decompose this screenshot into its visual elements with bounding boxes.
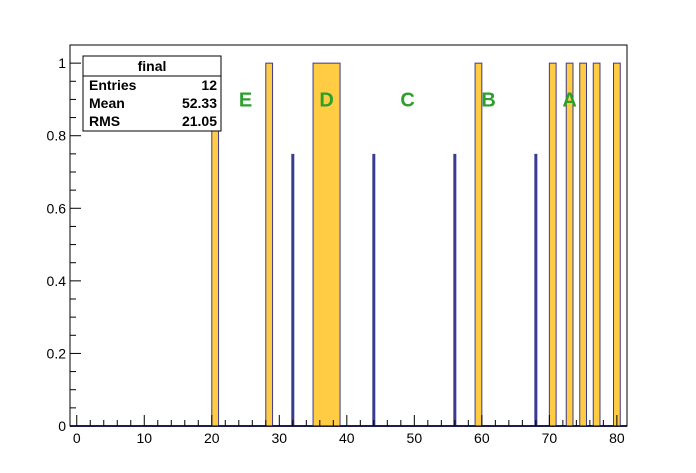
histogram-bar-7 bbox=[592, 62, 601, 427]
axes: 0 10 20 30 40 50 60 70 80 0 0.2 0.4 0.6 0.8 1 bbox=[47, 55, 625, 446]
x-tick-label-6: 60 bbox=[474, 430, 490, 446]
y-tick-label-0: 0 bbox=[58, 418, 66, 434]
stats-box: final Entries 12 Mean 52.33 RMS 21.05 bbox=[82, 55, 222, 132]
annotation-label-b: B bbox=[481, 90, 495, 112]
stats-mean-label: Mean bbox=[89, 95, 125, 111]
x-tick-label-0: 0 bbox=[73, 430, 81, 446]
stats-entries-value: 12 bbox=[201, 77, 217, 93]
plot-frame bbox=[69, 44, 628, 427]
x-tick-label-8: 80 bbox=[609, 430, 625, 446]
histogram-bar-6 bbox=[579, 62, 587, 427]
histogram-bar-5 bbox=[565, 62, 574, 427]
x-tick-label-2: 20 bbox=[204, 430, 220, 446]
y-tick-label-3: 0.6 bbox=[47, 200, 67, 216]
y-tick-label-5: 1 bbox=[58, 55, 66, 71]
histogram-bar-2 bbox=[312, 62, 341, 427]
histogram-bar-4 bbox=[548, 62, 557, 427]
histogram-bar-1 bbox=[265, 62, 274, 427]
stats-box-title: final bbox=[138, 58, 167, 74]
annotation-label-e: E bbox=[239, 90, 252, 112]
y-tick-label-2: 0.4 bbox=[47, 273, 67, 289]
chart-marks bbox=[70, 62, 627, 427]
x-tick-label-7: 70 bbox=[542, 430, 558, 446]
x-tick-label-4: 40 bbox=[339, 430, 355, 446]
y-tick-label-4: 0.8 bbox=[47, 128, 67, 144]
stats-rms-label: RMS bbox=[89, 113, 120, 129]
stats-mean-value: 52.33 bbox=[182, 95, 217, 111]
stats-box-frame bbox=[82, 55, 222, 132]
annotation-label-d: D bbox=[319, 90, 333, 112]
histogram-bar-8 bbox=[612, 62, 621, 427]
histogram-bar-3 bbox=[474, 62, 483, 427]
annotation-label-a: A bbox=[562, 90, 576, 112]
annotation-label-c: C bbox=[400, 90, 414, 112]
y-tick-label-1: 0.2 bbox=[47, 345, 67, 361]
stats-rms-value: 21.05 bbox=[182, 113, 217, 129]
x-tick-label-3: 30 bbox=[272, 430, 288, 446]
x-tick-label-5: 50 bbox=[407, 430, 423, 446]
x-tick-label-1: 10 bbox=[136, 430, 152, 446]
stats-entries-label: Entries bbox=[89, 77, 137, 93]
